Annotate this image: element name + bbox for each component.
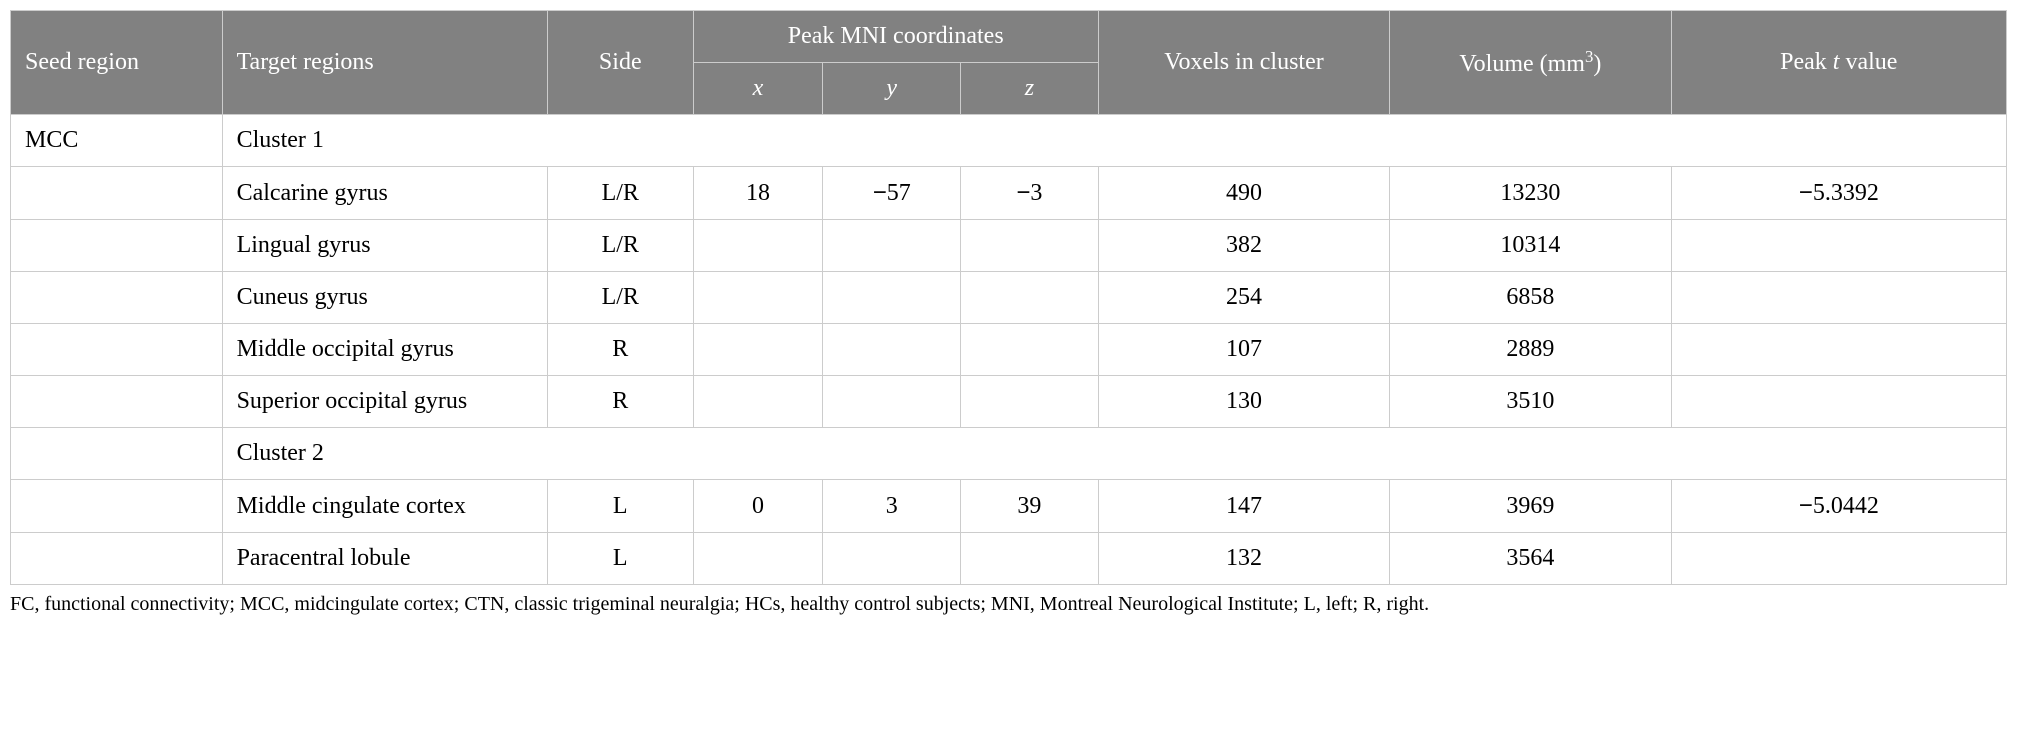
seed-cell: MCC <box>11 115 223 167</box>
empty-cell <box>11 376 223 428</box>
volume-cell: 3564 <box>1390 533 1671 585</box>
x-cell <box>693 272 823 324</box>
volume-cell: 3969 <box>1390 480 1671 533</box>
voxels-cell: 382 <box>1098 220 1389 272</box>
tval-cell <box>1671 324 2006 376</box>
voxels-cell: 490 <box>1098 167 1389 220</box>
target-cell: Calcarine gyrus <box>222 167 547 220</box>
tval-cell: −5.0442 <box>1671 480 2006 533</box>
z-cell <box>961 324 1099 376</box>
y-cell <box>823 324 961 376</box>
volume-cell: 2889 <box>1390 324 1671 376</box>
peakt-prefix: Peak <box>1780 49 1833 75</box>
x-cell <box>693 376 823 428</box>
side-cell: L <box>547 533 693 585</box>
empty-cell <box>11 428 223 480</box>
header-peak-mni: Peak MNI coordinates <box>693 11 1098 63</box>
y-cell <box>823 376 961 428</box>
x-cell: 18 <box>693 167 823 220</box>
tval-cell <box>1671 220 2006 272</box>
table-header: Seed region Target regions Side Peak MNI… <box>11 11 2007 115</box>
target-cell: Paracentral lobule <box>222 533 547 585</box>
header-y: y <box>823 63 961 115</box>
y-cell <box>823 220 961 272</box>
peakt-suffix: value <box>1839 49 1897 75</box>
z-cell: 39 <box>961 480 1099 533</box>
cluster-label: Cluster 1 <box>222 115 2006 167</box>
volume-cell: 13230 <box>1390 167 1671 220</box>
data-table: Seed region Target regions Side Peak MNI… <box>10 10 2007 585</box>
volume-suffix: ) <box>1593 51 1601 77</box>
volume-cell: 10314 <box>1390 220 1671 272</box>
tval-cell: −5.3392 <box>1671 167 2006 220</box>
header-target-regions: Target regions <box>222 11 547 115</box>
volume-prefix: Volume (mm <box>1459 51 1585 77</box>
header-seed-region: Seed region <box>11 11 223 115</box>
z-cell <box>961 272 1099 324</box>
side-cell: R <box>547 324 693 376</box>
header-peak-t: Peak t value <box>1671 11 2006 115</box>
empty-cell <box>11 272 223 324</box>
header-volume: Volume (mm3) <box>1390 11 1671 115</box>
empty-cell <box>11 167 223 220</box>
cluster-label: Cluster 2 <box>222 428 2006 480</box>
table-row: Cluster 2 <box>11 428 2007 480</box>
table-row: Superior occipital gyrus R 130 3510 <box>11 376 2007 428</box>
side-cell: L <box>547 480 693 533</box>
x-cell <box>693 324 823 376</box>
voxels-cell: 254 <box>1098 272 1389 324</box>
table-row: Middle occipital gyrus R 107 2889 <box>11 324 2007 376</box>
empty-cell <box>11 480 223 533</box>
tval-cell <box>1671 533 2006 585</box>
voxels-cell: 147 <box>1098 480 1389 533</box>
z-cell: −3 <box>961 167 1099 220</box>
y-cell <box>823 272 961 324</box>
table-row: Paracentral lobule L 132 3564 <box>11 533 2007 585</box>
empty-cell <box>11 220 223 272</box>
table-row: Calcarine gyrus L/R 18 −57 −3 490 13230 … <box>11 167 2007 220</box>
empty-cell <box>11 533 223 585</box>
tval-cell <box>1671 376 2006 428</box>
volume-cell: 6858 <box>1390 272 1671 324</box>
table-row: Cuneus gyrus L/R 254 6858 <box>11 272 2007 324</box>
z-cell <box>961 533 1099 585</box>
header-side: Side <box>547 11 693 115</box>
header-z: z <box>961 63 1099 115</box>
side-cell: L/R <box>547 220 693 272</box>
header-row-1: Seed region Target regions Side Peak MNI… <box>11 11 2007 63</box>
header-voxels: Voxels in cluster <box>1098 11 1389 115</box>
target-cell: Middle cingulate cortex <box>222 480 547 533</box>
y-cell <box>823 533 961 585</box>
empty-cell <box>11 324 223 376</box>
target-cell: Lingual gyrus <box>222 220 547 272</box>
side-cell: R <box>547 376 693 428</box>
side-cell: L/R <box>547 167 693 220</box>
y-cell: 3 <box>823 480 961 533</box>
table-row: MCC Cluster 1 <box>11 115 2007 167</box>
table-body: MCC Cluster 1 Calcarine gyrus L/R 18 −57… <box>11 115 2007 585</box>
y-cell: −57 <box>823 167 961 220</box>
tval-cell <box>1671 272 2006 324</box>
target-cell: Superior occipital gyrus <box>222 376 547 428</box>
table-row: Lingual gyrus L/R 382 10314 <box>11 220 2007 272</box>
header-x: x <box>693 63 823 115</box>
side-cell: L/R <box>547 272 693 324</box>
x-cell <box>693 533 823 585</box>
voxels-cell: 130 <box>1098 376 1389 428</box>
target-cell: Middle occipital gyrus <box>222 324 547 376</box>
volume-cell: 3510 <box>1390 376 1671 428</box>
table-row: Middle cingulate cortex L 0 3 39 147 396… <box>11 480 2007 533</box>
voxels-cell: 107 <box>1098 324 1389 376</box>
x-cell <box>693 220 823 272</box>
footnote: FC, functional connectivity; MCC, midcin… <box>10 593 2007 616</box>
x-cell: 0 <box>693 480 823 533</box>
target-cell: Cuneus gyrus <box>222 272 547 324</box>
z-cell <box>961 376 1099 428</box>
z-cell <box>961 220 1099 272</box>
voxels-cell: 132 <box>1098 533 1389 585</box>
